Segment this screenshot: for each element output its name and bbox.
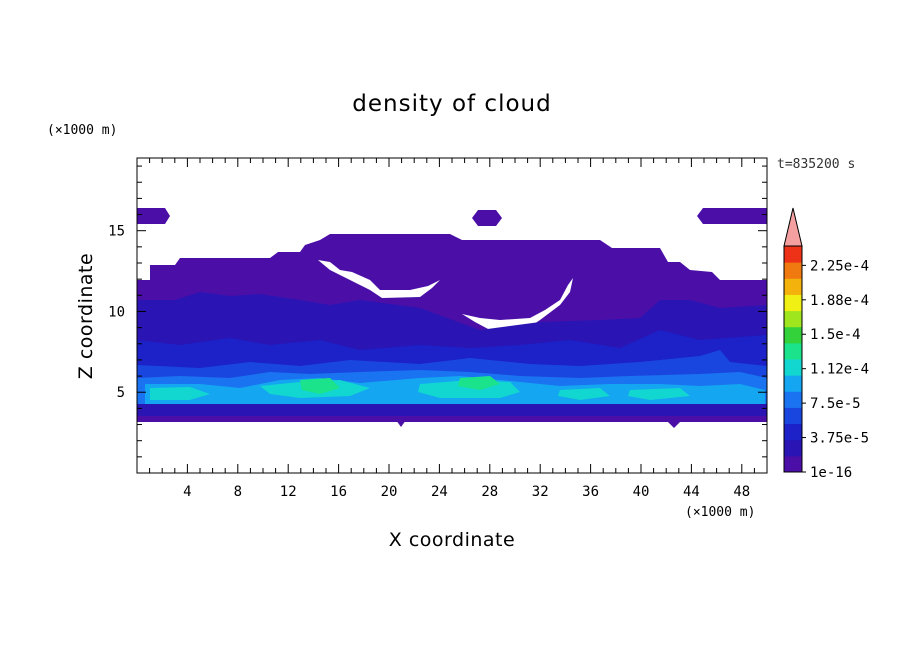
y-unit-label: (×1000 m)	[47, 123, 117, 138]
x-tick-label: 40	[633, 484, 650, 500]
colorbar-overflow-triangle	[783, 207, 803, 247]
contour-field	[137, 208, 767, 428]
y-tick-label: 5	[117, 385, 125, 401]
x-tick-label: 44	[683, 484, 700, 500]
contour-bottom-layer	[137, 404, 767, 416]
colorbar-segment	[784, 294, 802, 312]
x-tick-label: 8	[234, 484, 242, 500]
colorbar-segment	[784, 278, 802, 295]
contour-band-teal	[150, 380, 690, 400]
contour-base-dip-2	[666, 420, 682, 428]
colorbar-segment	[784, 359, 802, 376]
colorbar-segment	[784, 262, 802, 279]
colorbar-label: 7.5e-5	[810, 396, 861, 412]
colorbar-label: 2.25e-4	[810, 258, 869, 274]
x-unit-label: (×1000 m)	[685, 505, 755, 520]
contour-patch-left	[137, 208, 170, 224]
colorbar-label: 1e-16	[810, 465, 852, 481]
contour-base-layer	[137, 416, 767, 422]
contour-patch-center	[472, 210, 502, 226]
colorbar-segment	[784, 423, 802, 441]
contour-base-dip-1	[396, 420, 406, 427]
colorbar-label: 1.12e-4	[810, 362, 869, 378]
colorbar-segment	[784, 246, 802, 263]
chart-title: density of cloud	[352, 91, 551, 117]
colorbar-segment	[784, 439, 802, 457]
colorbar-segment	[784, 455, 802, 473]
colorbar-label: 1.88e-4	[810, 293, 869, 309]
y-axis-label: Z coordinate	[75, 253, 97, 379]
x-tick-label: 4	[183, 484, 191, 500]
colorbar-label: 1.5e-4	[810, 327, 861, 343]
colorbar-segment	[784, 391, 802, 408]
contour-patch-right	[697, 208, 767, 224]
y-tick-label: 10	[108, 304, 125, 320]
time-label: t=835200 s	[777, 157, 855, 172]
colorbar-segment	[784, 407, 802, 425]
x-tick-label: 24	[431, 484, 448, 500]
x-tick-label: 48	[733, 484, 750, 500]
contour-hole-left	[318, 260, 440, 298]
x-tick-label: 12	[280, 484, 297, 500]
x-tick-label: 36	[582, 484, 599, 500]
x-tick-label: 28	[481, 484, 498, 500]
colorbar: 2.25e-4 1.88e-4 1.5e-4 1.12e-4 7.5e-5 3.75e-5…	[783, 207, 869, 481]
contour-band-green	[300, 376, 500, 394]
colorbar-segment	[784, 326, 802, 344]
x-tick-label: 20	[381, 484, 398, 500]
colorbar-segment	[784, 310, 802, 328]
x-tick-label: 32	[532, 484, 549, 500]
colorbar-label: 3.75e-5	[810, 431, 869, 447]
contour-hole-right	[462, 278, 573, 330]
colorbar-segment	[784, 342, 802, 360]
colorbar-segment	[784, 375, 802, 392]
x-axis-label: X coordinate	[389, 529, 515, 551]
x-tick-label: 16	[330, 484, 347, 500]
y-tick-label: 15	[108, 224, 125, 240]
